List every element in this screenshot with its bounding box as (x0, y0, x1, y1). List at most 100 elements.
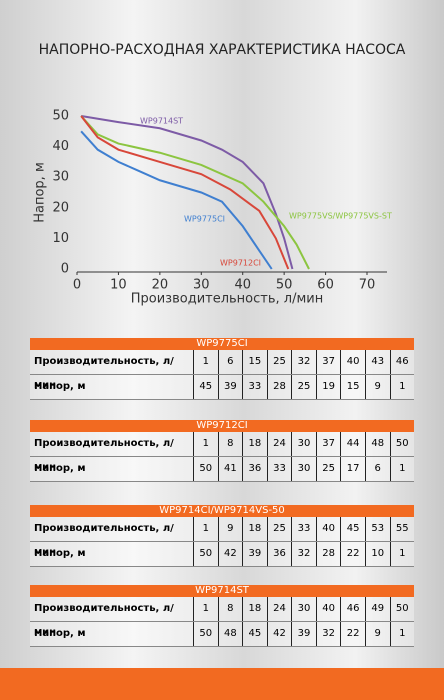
table-cell: 53 (364, 517, 390, 541)
table-cell: 43 (364, 350, 390, 374)
table-cell: 1 (193, 517, 218, 541)
table-cell: 9 (364, 375, 390, 399)
table-cell: 1 (389, 622, 415, 646)
table-cell: 45 (242, 622, 267, 646)
table-cell: 37 (315, 350, 341, 374)
table-cell: 10 (364, 542, 390, 566)
footer-bar (0, 668, 444, 700)
table-cell: 50 (193, 457, 218, 481)
table-cell: 25 (266, 517, 292, 541)
table-row: Напор, м 50 48 45 42 39 32 22 9 1 (30, 622, 414, 647)
y-tick-label: 20 (52, 200, 69, 215)
table-cell: 40 (340, 350, 365, 374)
x-tick-label: 60 (317, 278, 334, 293)
row-label: Напор, м (34, 381, 86, 392)
table-cell: 39 (217, 375, 243, 399)
x-tick-label: 40 (234, 278, 251, 293)
table-row: Производительность, л/мин 1 8 18 24 30 40 46 49 5… (30, 597, 415, 638)
table-cell: 32 (291, 542, 316, 566)
table-cell: 1 (193, 350, 218, 374)
page-title: НАПОРНО-РАСХОДНАЯ ХАРАКТЕРИСТИКА НАСОСА (38, 42, 406, 58)
series-label: WP9712CI (220, 259, 261, 268)
row-label: Производительность, л/мин (34, 603, 174, 638)
table-cell: 25 (315, 457, 341, 481)
series-line (80, 130, 273, 270)
table-cell: 19 (315, 375, 341, 399)
series-line (80, 115, 310, 270)
table-cell: 33 (242, 375, 267, 399)
table-cell: 1 (389, 375, 415, 399)
y-tick-label: 30 (52, 170, 69, 185)
table-cell: 30 (291, 597, 316, 621)
table-cell: 1 (389, 542, 415, 566)
chart: 0 10 20 30 40 50 60 7001020304050Производительн… (33, 109, 392, 307)
table-cell: 24 (266, 597, 292, 621)
table-cell: 48 (217, 622, 243, 646)
table: WP9712CI Производительность, л/мин 1 8 18 24 3… (30, 420, 414, 482)
table-cell: 30 (291, 432, 316, 456)
table-cell: 45 (193, 375, 218, 399)
table-cell: 50 (389, 432, 415, 456)
table-cell: 18 (242, 517, 267, 541)
row-label: Производительность, л/мин (34, 438, 174, 473)
table-cell: 33 (266, 457, 292, 481)
table-cell: 42 (266, 622, 292, 646)
table-cell: 32 (291, 350, 316, 374)
y-axis-title: Напор, м (33, 162, 48, 223)
y-tick-label: 0 (61, 262, 69, 277)
table-cell: 39 (291, 622, 316, 646)
table-cell: 9 (217, 517, 243, 541)
row-label: Напор, м (34, 548, 86, 559)
table-cell: 50 (389, 597, 415, 621)
table-title: WP9714ST (30, 585, 414, 597)
table-cell: 22 (340, 622, 365, 646)
table-cell: 55 (389, 517, 415, 541)
table-cell: 8 (217, 432, 243, 456)
table-cell: 50 (193, 622, 218, 646)
table-title: WP9714CI/WP9714VS-50 (30, 505, 414, 517)
x-tick-label: 70 (359, 278, 376, 293)
table-cell: 30 (291, 457, 316, 481)
x-tick-label: 20 (152, 278, 169, 293)
table-row: Производительность, л/мин 1 9 18 25 33 40 45 53 5… (30, 517, 415, 558)
table-cell: 6 (217, 350, 243, 374)
table-cell: 48 (364, 432, 390, 456)
table-cell: 46 (340, 597, 365, 621)
table-cell: 40 (315, 517, 341, 541)
table-cell: 1 (193, 432, 218, 456)
series-line (80, 115, 294, 270)
table-cell: 40 (315, 597, 341, 621)
table-cell: 36 (242, 457, 267, 481)
table-row: Напор, м 45 39 33 28 25 19 15 9 1 (30, 375, 414, 400)
series-line (80, 115, 290, 270)
table: WP9714ST Производительность, л/мин 1 8 18 24 3… (30, 585, 414, 647)
table-row: Производительность, л/мин 1 6 15 25 32 37 40 43 4… (30, 350, 415, 391)
x-tick-label: 10 (110, 278, 127, 293)
table-cell: 46 (389, 350, 415, 374)
table-cell: 32 (315, 622, 341, 646)
x-tick-label: 30 (193, 278, 210, 293)
row-label: Напор, м (34, 628, 86, 639)
table-cell: 44 (340, 432, 365, 456)
series-label: WP9714ST (140, 117, 183, 126)
table-row: Напор, м 50 42 39 36 32 28 22 10 1 (30, 542, 414, 567)
table-cell: 28 (266, 375, 292, 399)
row-label: Производительность, л/мин (34, 523, 174, 558)
table-cell: 41 (217, 457, 243, 481)
table-cell: 22 (340, 542, 365, 566)
table-cell: 15 (242, 350, 267, 374)
table-cell: 24 (266, 432, 292, 456)
table-row: Производительность, л/мин 1 8 18 24 30 37 44 48 5… (30, 432, 415, 473)
row-label: Производительность, л/мин (34, 356, 174, 391)
table-title: WP9712CI (30, 420, 414, 432)
table-cell: 25 (266, 350, 292, 374)
table-row: Напор, м 50 41 36 33 30 25 17 6 1 (30, 457, 414, 482)
series-label: WP9775VS/WP9775VS-ST (289, 212, 392, 221)
table-cell: 39 (242, 542, 267, 566)
x-tick-label: 50 (276, 278, 293, 293)
table-cell: 33 (291, 517, 316, 541)
x-axis-title: Производительность, л/мин (131, 292, 323, 307)
table-cell: 25 (291, 375, 316, 399)
y-tick-label: 10 (52, 231, 69, 246)
